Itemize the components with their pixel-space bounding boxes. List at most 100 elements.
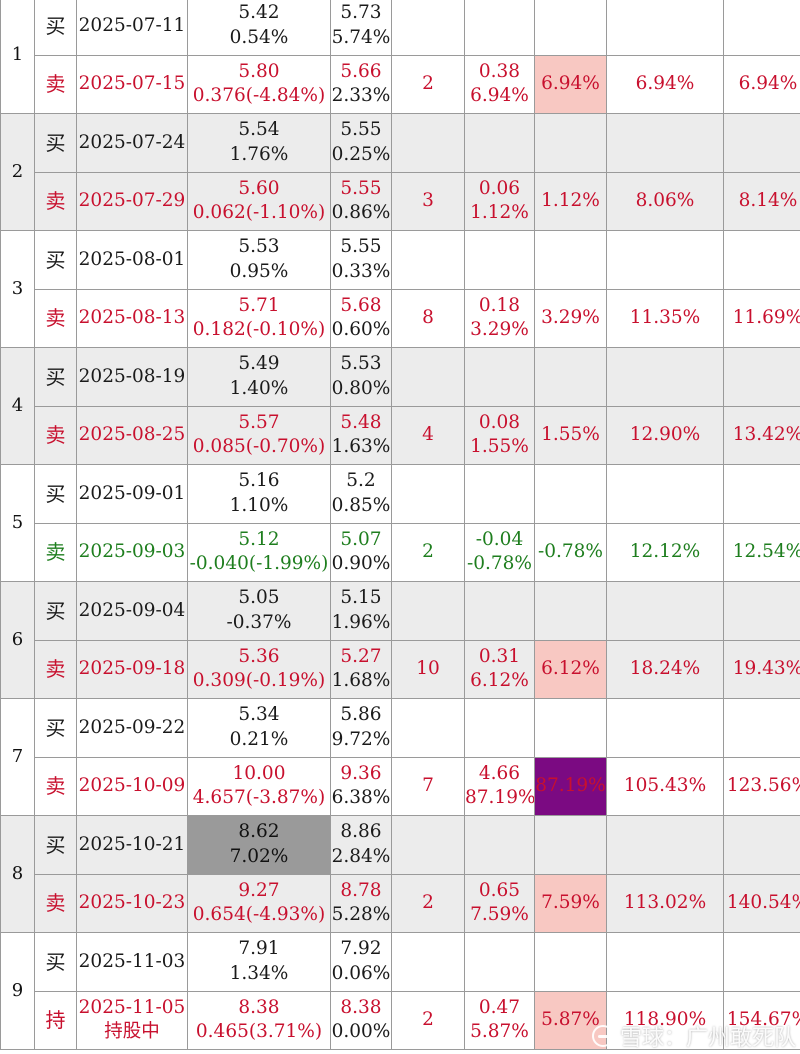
buy-row: 3 买 2025-08-01 5.53 0.95% 5.55 0.33% [0,230,800,348]
action-buy: 买 [34,230,77,290]
buy-price-cell: 5.49 1.40% [187,347,331,407]
sell-reference-pct: 6.38% [331,787,391,809]
holding-days-blank [391,581,465,641]
sell-reference-price: 5.55 [340,177,382,199]
trade-gain-pct: 5.87% [470,1021,529,1043]
sell-reference-cell: 9.36 6.38% [330,756,392,816]
sell-date-value: 2025-11-05 [78,996,186,1018]
holding-days: 8 [391,288,465,348]
trade-number: 7 [0,698,35,816]
sell-reference-cell: 5.48 1.63% [330,405,392,465]
cumulative-return: 8.06% [606,171,724,231]
trade-number: 1 [0,0,35,114]
sell-date: 2025-10-23 [76,873,188,933]
trade-return: 1.55% [534,405,607,465]
buy-date: 2025-11-03 [76,932,188,992]
sell-reference-pct: 1.63% [331,436,391,458]
gain-blank [464,230,535,290]
trade-gain-pct: 87.19% [465,787,535,809]
cumulative-blank [606,464,724,524]
buy-price-cell: 5.53 0.95% [187,230,331,290]
buy-reference-cell: 5.53 0.80% [330,347,392,407]
sell-date: 2025-11-05 持股中 [76,990,188,1050]
trade-number: 6 [0,581,35,699]
return-blank [534,0,607,56]
sell-reference-pct: 5.28% [331,904,391,926]
holding-days-blank [391,464,465,524]
action-sell: 卖 [34,171,77,231]
buy-reference-cell: 8.86 2.84% [330,815,392,875]
compound-return: 154.67% [723,990,800,1050]
sell-date: 2025-09-18 [76,639,188,699]
buy-reference-pct: 0.33% [331,260,391,282]
trade-gain-cell: 0.47 5.87% [464,990,535,1050]
sell-price-cell: 5.60 0.062(-1.10%) [187,171,331,231]
holding-days-blank [391,113,465,173]
sell-reference-cell: 8.38 0.00% [330,990,392,1050]
trade-gain: 0.31 [478,645,521,667]
trade-gain-cell: 0.38 6.94% [464,54,535,114]
gain-blank [464,347,535,407]
buy-row: 5 买 2025-09-01 5.16 1.10% 5.2 0.85% [0,464,800,582]
cumulative-blank [606,932,724,992]
sell-price: 5.12 [238,528,280,550]
trade-number: 9 [0,932,35,1050]
compound-blank [723,932,800,992]
sell-price: 5.57 [238,411,280,433]
buy-price-cell: 5.54 1.76% [187,113,331,173]
trade-return: 1.12% [534,171,607,231]
sell-reference-cell: 5.27 1.68% [330,639,392,699]
trade-number: 5 [0,464,35,582]
sell-reference-price: 8.38 [340,996,382,1018]
compound-return: 13.42% [723,405,800,465]
buy-change-pct: 1.40% [229,377,289,399]
sell-price: 9.27 [238,879,280,901]
sell-price-detail: 0.309(-0.19%) [192,670,326,692]
buy-change-pct: 0.54% [229,26,289,48]
sell-date: 2025-08-25 [76,405,188,465]
buy-price-cell: 5.34 0.21% [187,698,331,758]
buy-date: 2025-09-01 [76,464,188,524]
sell-reference-cell: 8.78 5.28% [330,873,392,933]
return-blank [534,464,607,524]
sell-row: 卖 2025-10-23 9.27 0.654(-4.93%) 8.78 5.28% 2 0.… [1,873,800,933]
buy-row: 6 买 2025-09-04 5.05 -0.37% 5.15 1.96% [0,581,800,699]
cumulative-blank [606,113,724,173]
buy-change-pct: 0.95% [229,260,289,282]
sell-price-detail: 4.657(-3.87%) [192,787,326,809]
buy-price-cell: 5.05 -0.37% [187,581,331,641]
buy-price: 5.49 [238,353,280,375]
buy-reference-cell: 5.55 0.25% [330,113,392,173]
trade-gain-pct: 7.59% [470,904,529,926]
sell-reference-cell: 5.66 2.33% [330,54,392,114]
trade-gain-pct: 3.29% [470,319,529,341]
return-blank [534,581,607,641]
sell-price-cell: 8.38 0.465(3.71%) [187,990,331,1050]
buy-price-cell: 7.91 1.34% [187,932,331,992]
trade-gain-pct: 6.12% [470,670,529,692]
sell-reference-pct: 0.86% [331,202,391,224]
sell-price-cell: 5.36 0.309(-0.19%) [187,639,331,699]
buy-date: 2025-07-11 [76,0,188,56]
sell-reference-price: 5.48 [340,411,382,433]
buy-change-pct: -0.37% [226,611,292,633]
trade-gain: 0.06 [478,177,521,199]
trade-gain-pct: -0.78% [466,553,533,575]
holding-days: 2 [391,873,465,933]
sell-row: 卖 2025-07-15 5.80 0.376(-4.84%) 5.66 2.33% 2 0.… [1,54,800,114]
buy-reference-price: 7.92 [340,938,382,960]
holding-days: 10 [391,639,465,699]
buy-reference-price: 8.86 [340,821,382,843]
buy-reference-cell: 5.73 5.74% [330,0,392,56]
cumulative-return: 11.35% [606,288,724,348]
sell-price-detail: 0.085(-0.70%) [192,436,326,458]
sell-reference-price: 5.66 [340,60,382,82]
buy-price: 5.16 [238,470,280,492]
sell-price-detail: 0.376(-4.84%) [192,85,326,107]
buy-price: 5.42 [238,2,280,24]
buy-reference-cell: 5.2 0.85% [330,464,392,524]
sell-price: 5.60 [238,177,280,199]
sell-price-cell: 5.12 -0.040(-1.99%) [187,522,331,582]
buy-price-cell: 8.62 7.02% [187,815,331,875]
buy-row: 7 买 2025-09-22 5.34 0.21% 5.86 9.72% [0,698,800,816]
